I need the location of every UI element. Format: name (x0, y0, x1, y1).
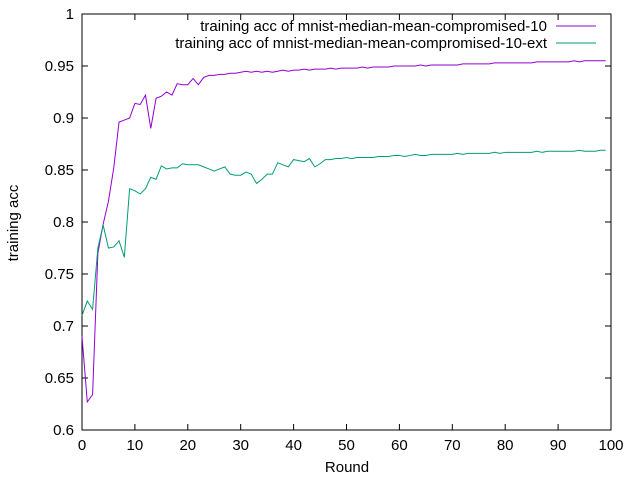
legend-label-1: training acc of mnist-median-mean-compro… (200, 18, 547, 35)
x-tick-label: 50 (338, 437, 355, 454)
y-tick-label: 0.9 (53, 110, 74, 127)
series-layer (81, 60, 606, 404)
x-tick-label: 100 (598, 437, 623, 454)
y-tick-label: 0.65 (45, 370, 74, 387)
x-tick-label: 60 (391, 437, 408, 454)
legend-label-2: training acc of mnist-median-mean-compro… (175, 35, 548, 52)
legend: training acc of mnist-median-mean-compro… (175, 18, 596, 52)
x-tick-label: 30 (232, 437, 249, 454)
x-tick-label: 40 (285, 437, 302, 454)
x-tick-label: 70 (444, 437, 461, 454)
y-tick-label: 0.85 (45, 162, 74, 179)
y-tick-label: 0.95 (45, 58, 74, 75)
y-tick-label: 0.6 (53, 422, 74, 439)
x-tick-label: 0 (78, 437, 86, 454)
y-tick-label: 0.7 (53, 318, 74, 335)
y-tick-label: 1 (66, 6, 74, 23)
y-tick-label: 0.8 (53, 214, 74, 231)
x-tick-label: 10 (127, 437, 144, 454)
x-tick-label: 90 (550, 437, 567, 454)
y-tick-label: 0.75 (45, 266, 74, 283)
x-axis-title: Round (325, 459, 369, 476)
y-axis-title: training acc (5, 184, 22, 261)
ticks-layer: 0 10 20 30 40 50 60 70 80 90 100 0.6 0.65 0.7 0.75 0.8 0… (45, 6, 624, 454)
x-tick-label: 20 (179, 437, 196, 454)
series-line-2 (81, 149, 606, 316)
series-line-1 (81, 60, 606, 404)
x-tick-label: 80 (497, 437, 514, 454)
